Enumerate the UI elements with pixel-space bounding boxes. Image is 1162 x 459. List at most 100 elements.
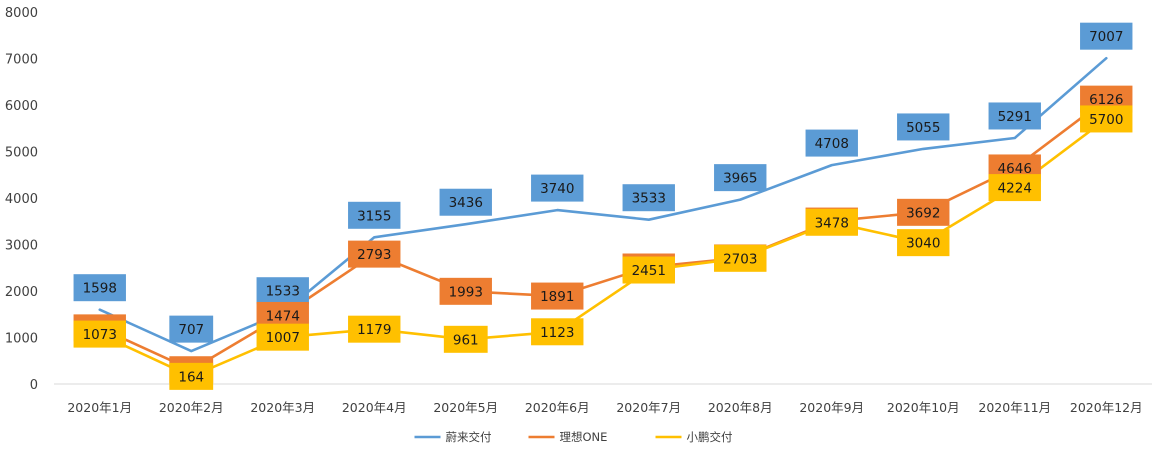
data-label: 2703	[714, 244, 767, 272]
data-label-box	[1080, 22, 1133, 50]
data-label-value: 164	[178, 369, 204, 385]
data-label: 1533	[256, 277, 309, 305]
x-tick-label: 2020年4月	[342, 400, 407, 415]
x-tick-label: 2020年7月	[616, 400, 681, 415]
data-label: 164	[169, 362, 214, 390]
data-label-box	[348, 240, 401, 268]
data-label-value: 3740	[540, 181, 574, 197]
data-label-value: 4708	[815, 136, 849, 152]
x-tick-label: 2020年1月	[67, 400, 132, 415]
data-label: 2793	[348, 240, 401, 268]
data-label: 1179	[348, 315, 401, 343]
data-label-box	[439, 277, 492, 305]
data-label-value: 2451	[632, 263, 666, 279]
data-label-box	[622, 184, 675, 212]
x-tick-label: 2020年11月	[978, 400, 1051, 415]
data-label: 1993	[439, 277, 492, 305]
data-label-value: 1598	[83, 281, 117, 297]
data-labels: 1598 707 1533 3155 3436 3740 3533 3965 4708 5055 5…	[73, 22, 1133, 390]
data-label-box	[1080, 105, 1133, 133]
data-label-value: 1993	[449, 284, 483, 300]
data-label: 1891	[531, 282, 584, 310]
data-label: 2451	[622, 256, 675, 284]
data-label: 1598	[73, 274, 126, 302]
data-label-value: 1891	[540, 289, 574, 305]
data-label-box	[73, 320, 126, 348]
data-label-value: 3155	[357, 208, 391, 224]
data-label-box	[714, 164, 767, 192]
y-tick-label: 1000	[5, 332, 38, 347]
x-tick-label: 2020年12月	[1070, 400, 1143, 415]
series-line-1	[98, 97, 1108, 372]
data-label: 3040	[897, 229, 950, 257]
data-label: 4708	[805, 129, 858, 157]
data-label: 5291	[988, 102, 1041, 130]
data-label: 4224	[988, 174, 1041, 202]
y-tick-label: 2000	[5, 285, 38, 300]
data-label-value: 4646	[998, 161, 1032, 177]
x-axis: 2020年1月 2020年2月 2020年3月 2020年4月 2020年5月 2020年…	[54, 383, 1152, 415]
data-label-box	[805, 129, 858, 157]
x-tick-label: 2020年8月	[708, 400, 773, 415]
data-label-value: 3533	[632, 191, 666, 207]
data-label-box	[897, 229, 950, 257]
data-label: 707	[169, 315, 214, 343]
data-label-box	[256, 323, 309, 351]
legend: 蔚来交付 理想ONE 小鹏交付	[414, 430, 733, 444]
data-label-value: 2793	[357, 247, 391, 263]
y-tick-label: 5000	[5, 146, 38, 161]
data-label: 3692	[897, 198, 950, 226]
legend-label: 蔚来交付	[446, 430, 492, 444]
data-label-value: 3692	[906, 205, 940, 221]
data-label-value: 961	[453, 332, 479, 348]
legend-label: 理想ONE	[560, 430, 608, 444]
y-tick-label: 0	[30, 378, 38, 393]
data-label-value: 1007	[266, 330, 300, 346]
y-tick-label: 8000	[5, 6, 38, 21]
x-tick-label: 2020年5月	[433, 400, 498, 415]
data-label-value: 1179	[357, 322, 391, 338]
y-tick-label: 7000	[5, 53, 38, 68]
data-label-value: 6126	[1089, 92, 1123, 108]
series-lines	[98, 56, 1108, 378]
data-label: 1123	[531, 318, 584, 346]
data-label-box	[805, 208, 858, 236]
data-label: 3155	[348, 201, 401, 229]
x-tick-label: 2020年9月	[799, 400, 864, 415]
data-label-box	[714, 244, 767, 272]
data-label: 3478	[805, 208, 858, 236]
data-label-box	[443, 325, 488, 353]
data-label-value: 3965	[723, 171, 757, 187]
data-label: 961	[443, 325, 488, 353]
legend-label: 小鹏交付	[687, 430, 733, 444]
data-label-box	[988, 174, 1041, 202]
data-label-value: 7007	[1089, 29, 1123, 45]
data-label-box	[439, 188, 492, 216]
y-tick-label: 3000	[5, 239, 38, 254]
legend-item-1: 理想ONE	[528, 430, 608, 444]
legend-item-2: 小鹏交付	[655, 430, 733, 444]
data-label-value: 3436	[449, 195, 483, 211]
data-label-box	[169, 315, 214, 343]
data-label-box	[988, 102, 1041, 130]
y-tick-label: 4000	[5, 192, 38, 207]
x-tick-label: 2020年10月	[887, 400, 960, 415]
data-label-box	[622, 256, 675, 284]
data-label: 1007	[256, 323, 309, 351]
data-label: 3436	[439, 188, 492, 216]
data-label-box	[531, 318, 584, 346]
data-label-box	[73, 274, 126, 302]
data-label-box	[256, 277, 309, 305]
y-axis: 0 1000 2000 3000 4000 5000 6000 7000 8000	[5, 6, 38, 393]
series-line-0	[98, 56, 1108, 353]
data-label: 3965	[714, 164, 767, 192]
data-label-box	[348, 201, 401, 229]
series-line-2	[98, 117, 1108, 378]
data-label-box	[531, 174, 584, 202]
data-label: 5700	[1080, 105, 1133, 133]
data-label-value: 707	[178, 322, 204, 338]
data-label-box	[897, 113, 950, 141]
data-label-box	[348, 315, 401, 343]
